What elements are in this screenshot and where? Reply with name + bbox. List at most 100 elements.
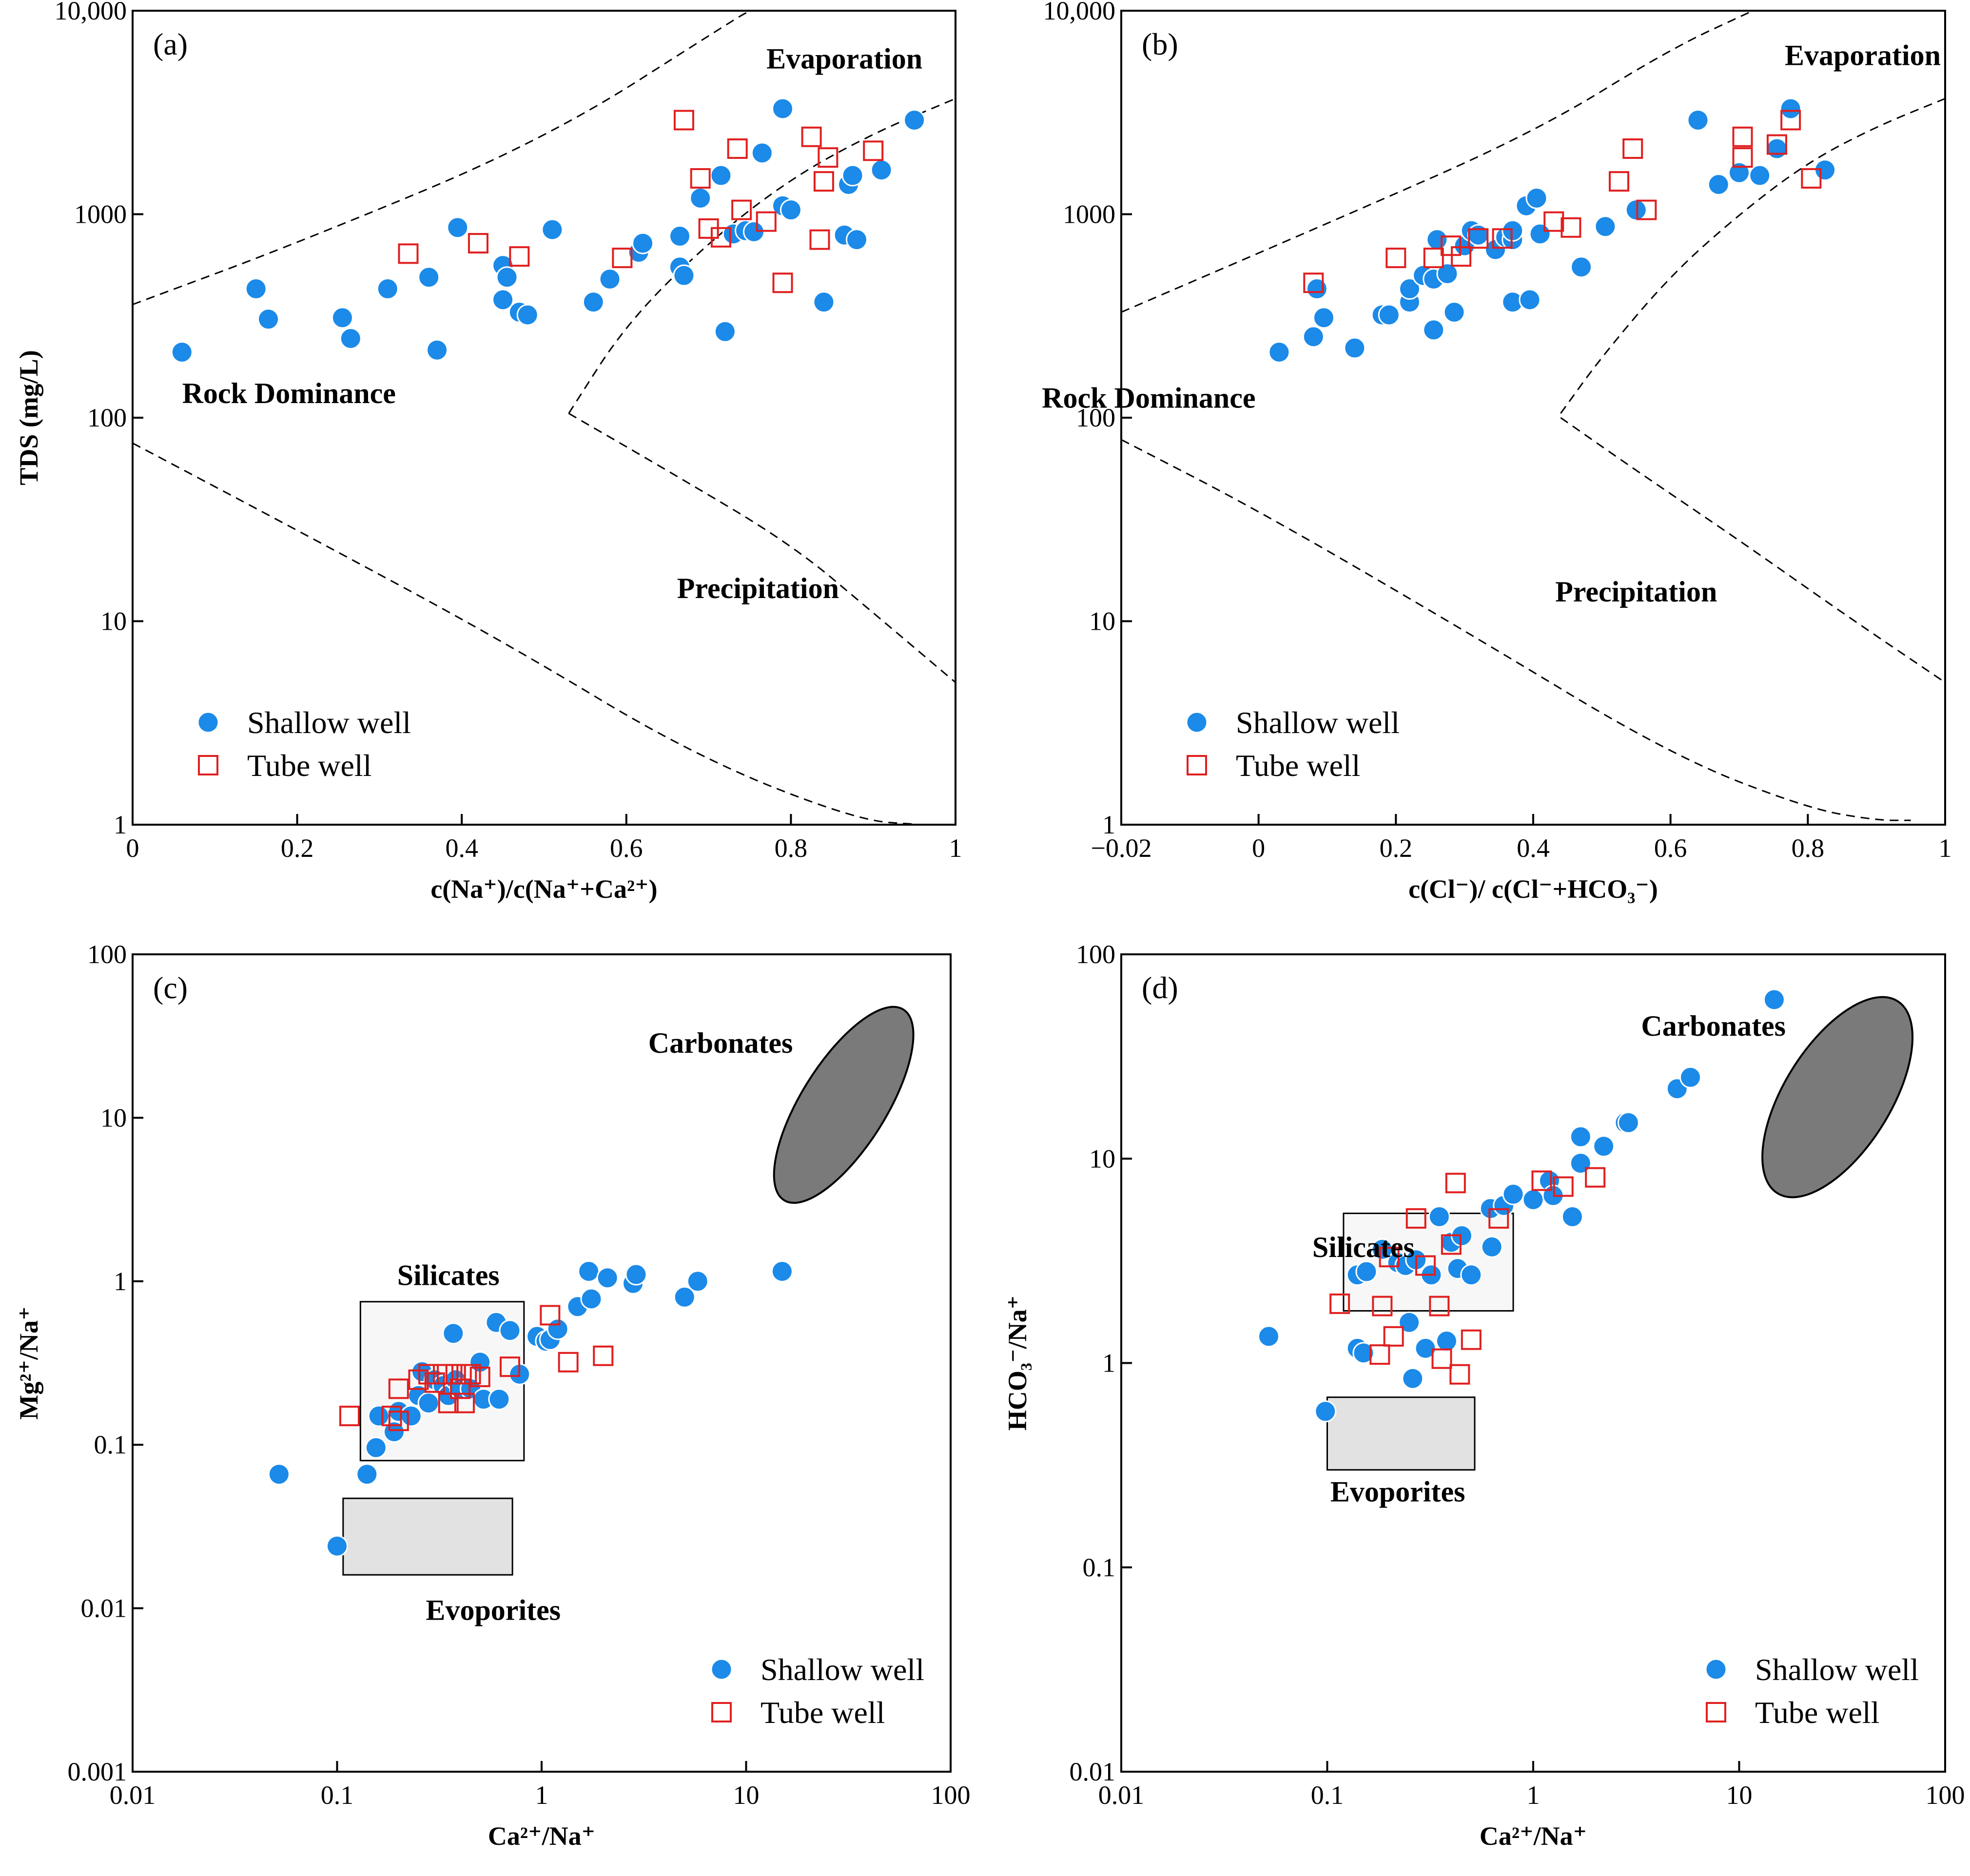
x-axis-title: Ca²⁺/Na⁺ (488, 1821, 595, 1851)
legend-label-shallow-well: Shallow well (247, 705, 411, 740)
data-point-shallow-well (1525, 187, 1548, 209)
data-point-shallow-well (1306, 278, 1328, 300)
panel-label: (a) (153, 27, 188, 61)
data-point-tube-well (1405, 1208, 1426, 1229)
legend-marker-shallow-well (710, 1658, 733, 1681)
legend-d: Shallow well Tube well (1705, 1652, 1919, 1730)
data-point-tube-well (1636, 199, 1657, 220)
data-point-shallow-well (492, 289, 514, 311)
x-axis-title: Ca²⁺/Na⁺ (1480, 1821, 1587, 1851)
evoporites-field (342, 1497, 513, 1576)
data-point-tube-well (809, 229, 830, 250)
data-point-shallow-well (1561, 1205, 1583, 1228)
data-point-shallow-well (1481, 1236, 1503, 1258)
data-point-tube-well (1780, 110, 1801, 131)
series-tube-well (398, 110, 884, 293)
data-point-tube-well (433, 1364, 454, 1385)
plot-area-a (133, 11, 956, 825)
panel-label: (b) (1142, 27, 1178, 61)
data-point-shallow-well (426, 339, 449, 361)
y-tick-label: 100 (1076, 403, 1115, 432)
data-point-shallow-well (1467, 224, 1489, 246)
data-point-tube-well (801, 126, 822, 147)
x-axis-a: 0 0.2 0.4 0.6 0.8 1 (126, 814, 962, 863)
data-point-shallow-well (442, 1322, 465, 1345)
data-point-shallow-well (1302, 326, 1325, 348)
data-point-shallow-well (1570, 256, 1593, 278)
data-point-tube-well (863, 140, 884, 161)
data-point-tube-well (1553, 1176, 1574, 1197)
data-point-tube-well (1429, 1296, 1450, 1316)
panel-label: (c) (153, 970, 188, 1005)
data-point-shallow-well (1569, 1125, 1592, 1148)
x-tick-label: −0.02 (1091, 833, 1152, 863)
data-point-tube-well (1732, 126, 1753, 147)
data-point-tube-well (1379, 1247, 1400, 1268)
region-label-carbonates: Carbonates (1641, 1010, 1786, 1042)
region-label-precipitation: Precipitation (1555, 576, 1717, 608)
data-point-tube-well (1461, 1329, 1482, 1350)
x-tick-label: 0.2 (281, 833, 314, 863)
data-point-shallow-well (1522, 1188, 1544, 1211)
data-point-tube-well (1622, 138, 1643, 159)
data-point-tube-well (1609, 171, 1630, 192)
data-point-shallow-well (780, 199, 802, 221)
data-point-shallow-well (1763, 988, 1785, 1011)
legend-marker-tube-well (1706, 1702, 1726, 1722)
data-point-shallow-well (376, 278, 399, 300)
data-point-shallow-well (1443, 301, 1465, 324)
data-point-shallow-well (1402, 1367, 1424, 1390)
region-label-evoporites: Evoporites (426, 1594, 561, 1626)
y-tick-label: 0.1 (1083, 1553, 1116, 1582)
data-point-tube-well (1451, 246, 1472, 267)
data-point-shallow-well (689, 187, 712, 209)
panel-label: (d) (1142, 970, 1178, 1005)
data-point-shallow-well (1519, 289, 1541, 311)
series-shallow-well (171, 97, 926, 363)
data-point-shallow-well (1569, 1152, 1592, 1175)
y-tick-label: 1 (114, 1267, 127, 1296)
y-tick-label: 100 (1076, 940, 1115, 969)
carbonates-field (1761, 996, 1914, 1199)
legend-b: Shallow well Tube well (1186, 705, 1400, 783)
data-point-shallow-well (1502, 219, 1524, 242)
chart-panel-b: Evaporation Rock Dominance Precipitation −0… (1042, 0, 1951, 904)
y-tick-label: 1000 (74, 200, 127, 229)
x-tick-label: 100 (1926, 1780, 1965, 1810)
data-point-shallow-well (268, 1463, 290, 1486)
data-point-shallow-well (771, 1260, 793, 1282)
x-tick-label: 10 (1726, 1780, 1753, 1810)
data-point-shallow-well (596, 1267, 619, 1289)
data-point-shallow-well (365, 1436, 387, 1459)
y-tick-label: 0.01 (1070, 1757, 1116, 1786)
data-point-tube-well (756, 211, 777, 232)
region-label-evoporites: Evoporites (1330, 1476, 1465, 1508)
data-point-tube-well (818, 147, 839, 168)
y-axis-d: 0.01 0.1 1 10 100 (1070, 940, 1132, 1786)
legend-marker-tube-well (1187, 755, 1207, 775)
y-tick-label: 0.001 (68, 1757, 127, 1786)
series-shallow-well (1268, 97, 1836, 363)
data-point-shallow-well (447, 216, 469, 239)
data-point-shallow-well (496, 266, 518, 289)
x-axis-b: −0.02 0 0.2 0.4 0.6 0.8 1 (1091, 814, 1952, 863)
data-point-shallow-well (1314, 1400, 1337, 1423)
legend-marker-shallow-well (1186, 711, 1208, 734)
data-point-tube-well (727, 138, 748, 159)
y-tick-label: 10,000 (55, 0, 127, 25)
data-point-shallow-well (903, 109, 926, 131)
data-point-shallow-well (625, 1263, 647, 1286)
data-point-tube-well (1468, 228, 1489, 249)
boundary-line-1 (133, 11, 750, 306)
data-point-tube-well (1488, 1208, 1509, 1229)
x-axis-title: c(Cl⁻)/ c(Cl⁻+HCO₃⁻) (1408, 874, 1658, 904)
data-point-tube-well (450, 1378, 471, 1399)
plot-area-c (268, 1006, 915, 1576)
x-tick-label: 0.4 (445, 833, 478, 863)
data-point-tube-well (438, 1392, 459, 1413)
data-point-tube-well (540, 1305, 561, 1326)
region-label-precipitation: Precipitation (677, 572, 839, 604)
data-point-shallow-well (751, 142, 773, 164)
